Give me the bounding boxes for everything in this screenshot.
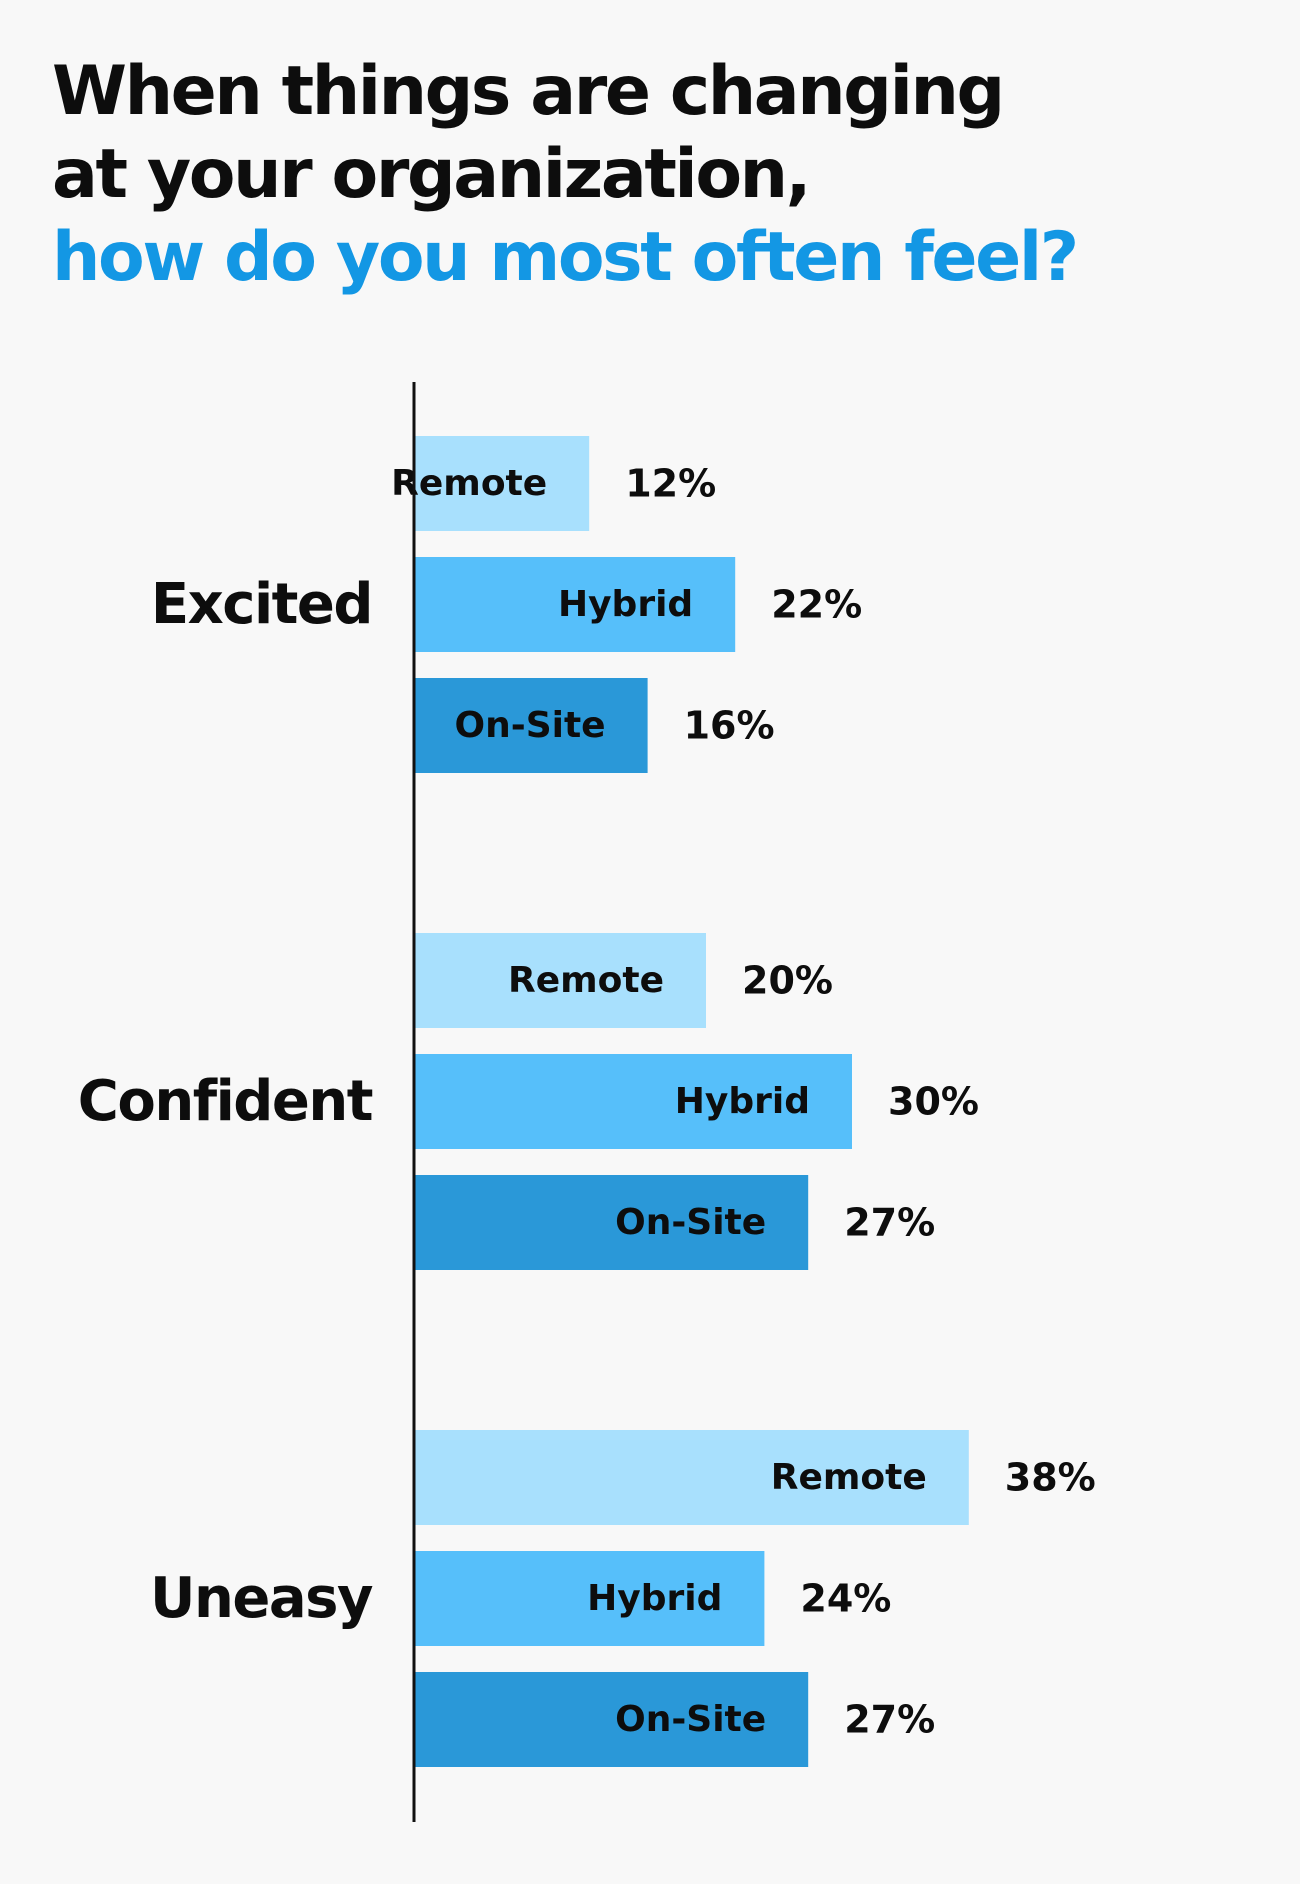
bar-uneasy-on-site — [414, 1672, 809, 1767]
bar-confident-remote — [414, 933, 706, 1028]
bar-excited-hybrid — [414, 557, 736, 652]
bar-series-label-uneasy-remote: Remote — [771, 1457, 927, 1498]
bar-uneasy-hybrid — [414, 1551, 765, 1646]
bar-series-label-uneasy-hybrid: Hybrid — [587, 1578, 722, 1619]
bar-confident-on-site — [414, 1175, 809, 1270]
category-label-confident: Confident — [78, 1069, 373, 1134]
bar-series-label-confident-hybrid: Hybrid — [675, 1081, 810, 1122]
title-line-3: how do you most often feel? — [52, 218, 1079, 297]
title-line-1: When things are changing — [52, 52, 1005, 131]
data-label-excited-remote: 12% — [625, 462, 716, 506]
title-line-2: at your organization, — [52, 135, 812, 214]
data-label-confident-remote: 20% — [742, 959, 833, 1003]
category-label-excited: Excited — [151, 572, 372, 637]
data-label-uneasy-remote: 38% — [1005, 1456, 1096, 1500]
category-label-uneasy: Uneasy — [150, 1566, 373, 1631]
data-label-excited-on-site: 16% — [684, 704, 775, 748]
data-label-confident-hybrid: 30% — [888, 1080, 979, 1124]
data-label-excited-hybrid: 22% — [771, 583, 862, 627]
data-label-confident-on-site: 27% — [844, 1201, 935, 1245]
chart-title: When things are changing at your organiz… — [52, 50, 1079, 299]
bar-series-label-excited-on-site: On-Site — [455, 705, 606, 746]
bar-series-label-confident-on-site: On-Site — [615, 1202, 766, 1243]
bar-series-label-excited-remote: Remote — [391, 463, 547, 504]
bar-series-label-confident-remote: Remote — [508, 960, 664, 1001]
bar-confident-hybrid — [414, 1054, 852, 1149]
data-label-uneasy-hybrid: 24% — [800, 1577, 891, 1621]
bar-uneasy-remote — [414, 1430, 969, 1525]
bar-excited-on-site — [414, 678, 648, 773]
bar-excited-remote — [414, 436, 590, 531]
data-label-uneasy-on-site: 27% — [844, 1698, 935, 1742]
bar-series-label-uneasy-on-site: On-Site — [615, 1699, 766, 1740]
bar-series-label-excited-hybrid: Hybrid — [558, 584, 693, 625]
